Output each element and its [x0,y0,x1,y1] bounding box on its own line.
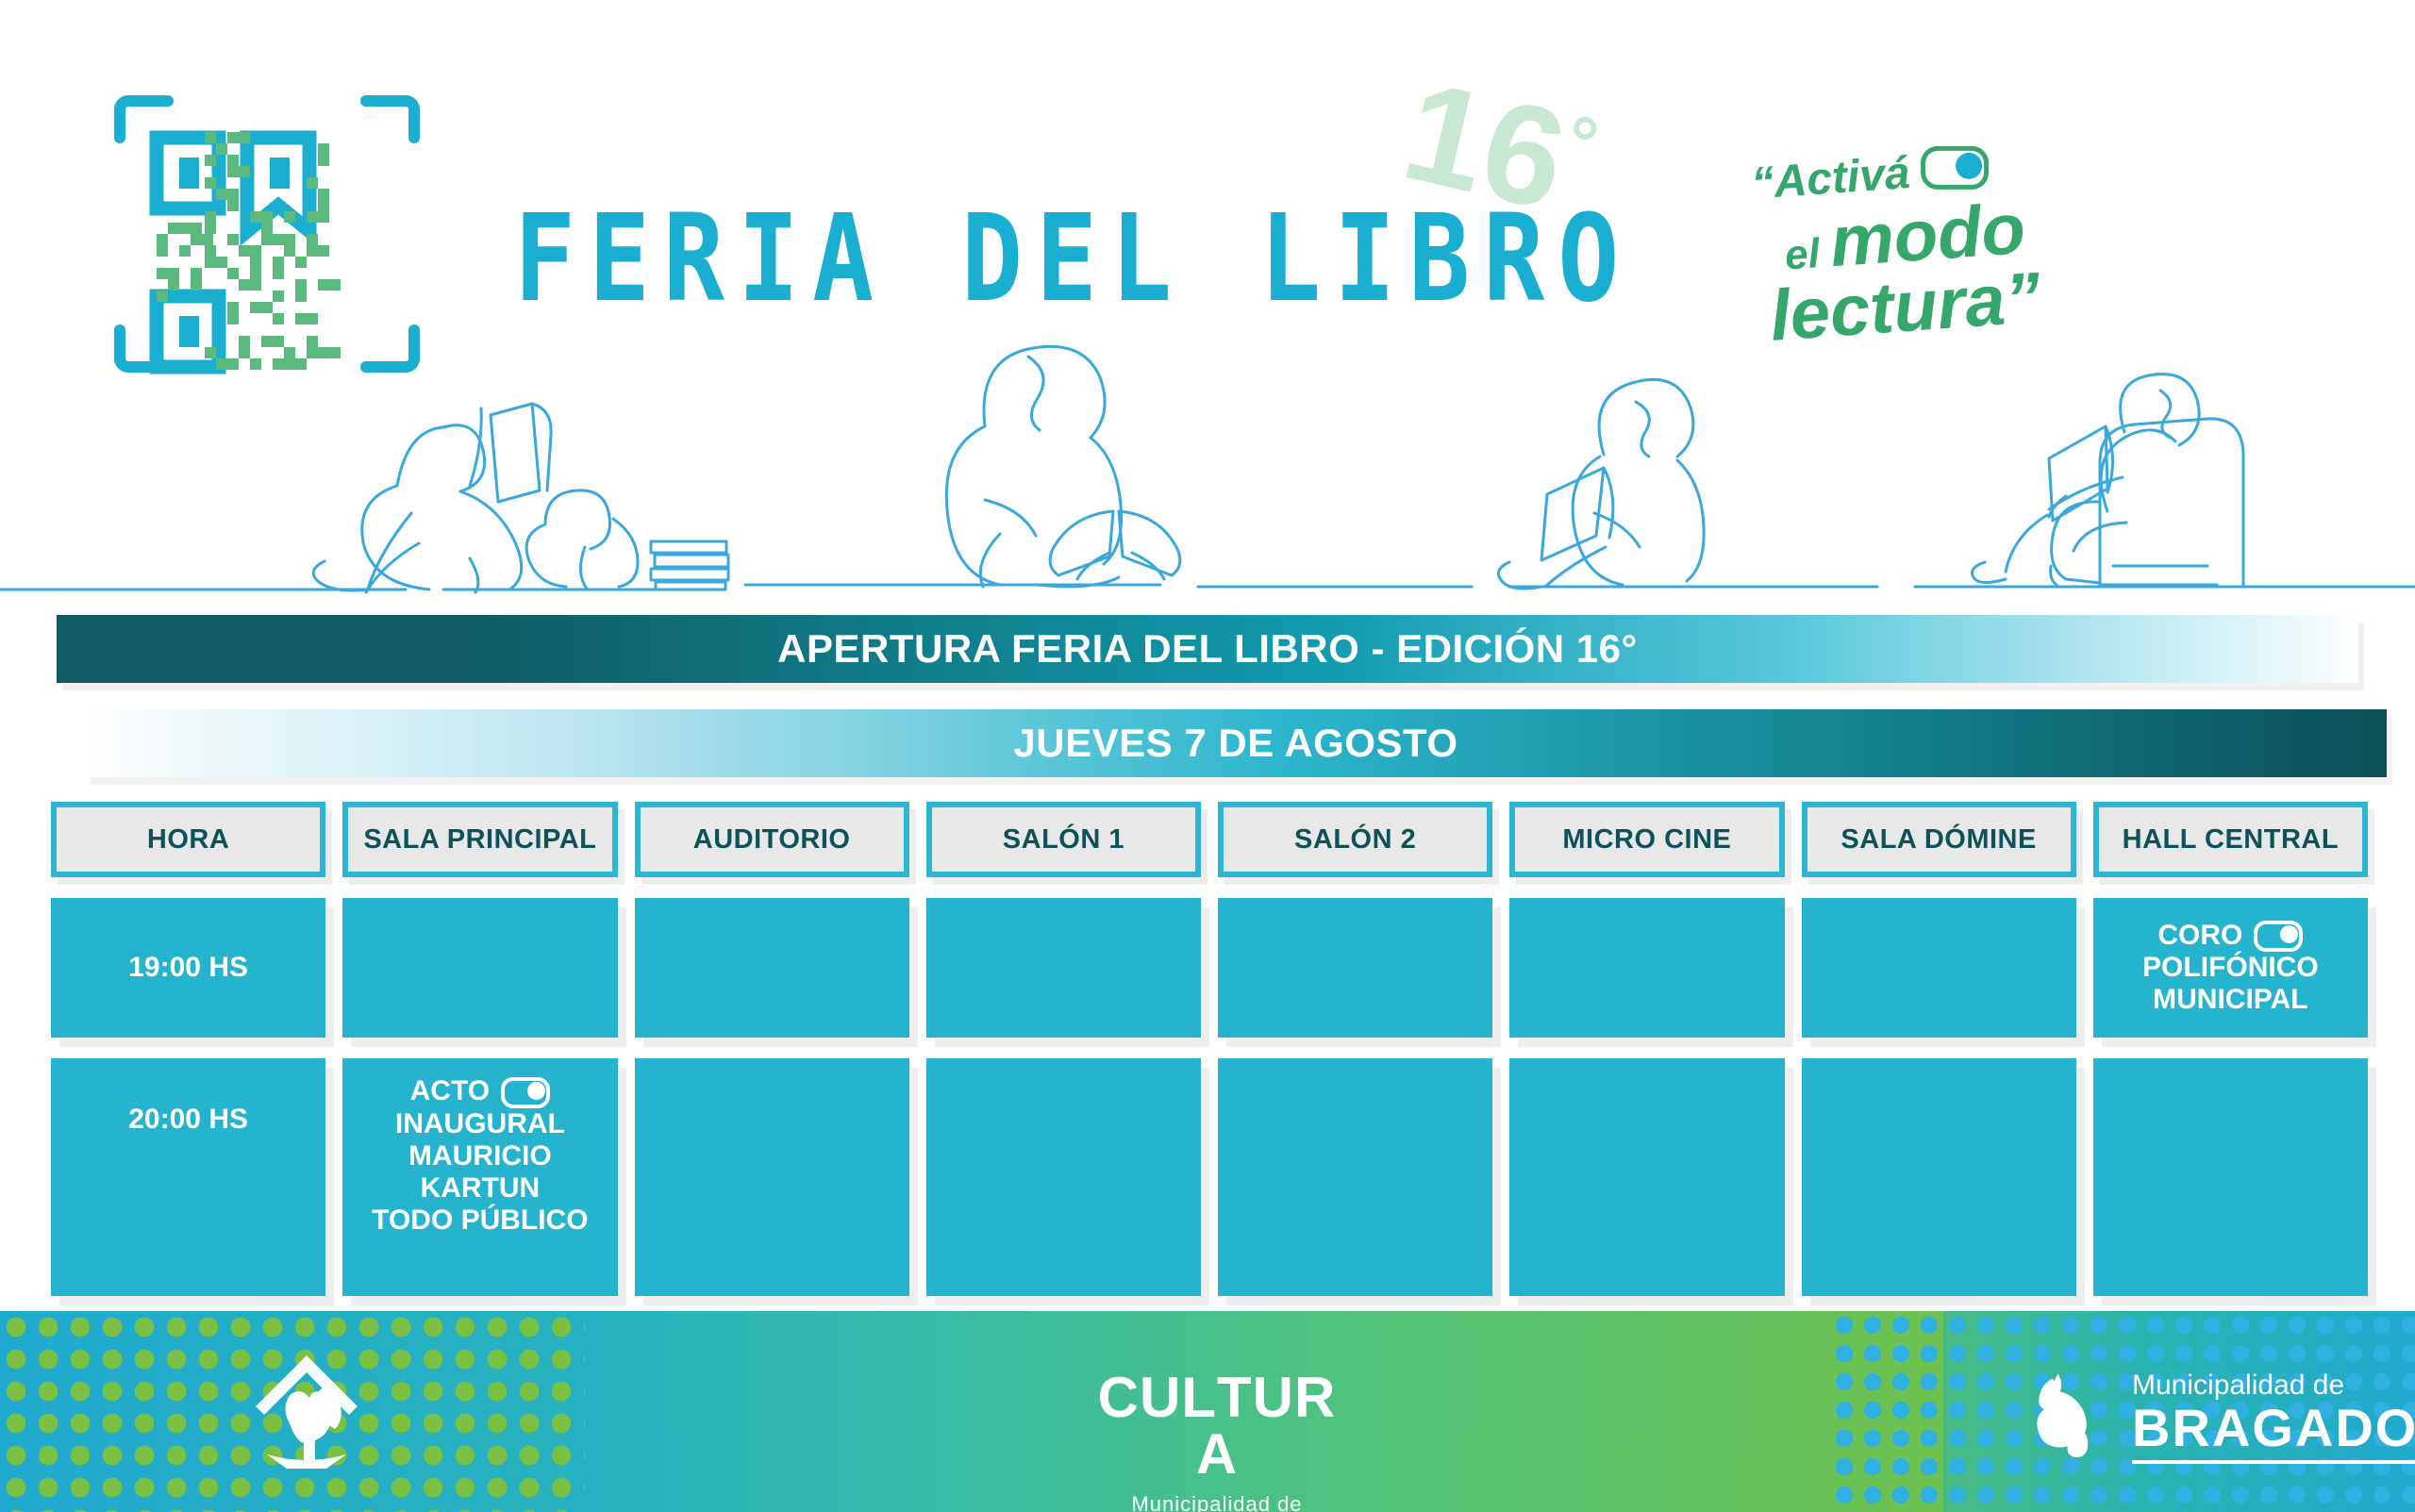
bragado-text-block: Municipalidad de BRAGADO [2132,1370,2415,1464]
schedule-title-banner: APERTURA FERIA DEL LIBRO - EDICIÓN 16° [57,615,2358,683]
line-art-readers-illustration [0,311,2415,604]
edition-number: 16° [1391,50,1607,240]
toggle-switch-icon[interactable] [2254,921,2304,953]
event-line-1: ACTO [372,1075,588,1108]
slot-2000-hall-central[interactable] [2092,1058,2368,1296]
slot-1900-micro-cine[interactable] [1509,898,1785,1038]
horse-head-icon [2037,1373,2089,1457]
cultura-subtitle: Municipalidad de BRAGADO [1131,1492,1303,1512]
event-line-2: POLIFÓNICO [2142,952,2319,984]
slot-1900-auditorio[interactable] [634,898,909,1038]
bragado-logo: Municipalidad de BRAGADO [2028,1366,2415,1470]
column-header-salon-1: SALÓN 1 [925,802,1201,877]
slot-1900-sala-domine[interactable] [1801,898,2076,1038]
column-header-micro-cine: MICRO CINE [1509,802,1785,877]
slot-2000-sala-domine[interactable] [1801,1058,2076,1296]
cultura-logo: CULTURA Municipalidad de BRAGADO [1085,1370,1349,1512]
column-header-salon-2: SALÓN 2 [1218,802,1493,877]
horse-emblem-icon [236,1344,377,1486]
slot-1900-salon-1[interactable] [925,898,1201,1038]
slot-2000-sala-principal[interactable]: ACTO INAUGURAL MAURICIO KARTUN TODO PÚBL… [342,1058,618,1296]
slot-2000-salon-1[interactable] [925,1058,1201,1296]
bragado-line-1: Municipalidad de [2132,1370,2345,1401]
slot-1900-hall-central[interactable]: CORO POLIFÓNICO MUNICIPAL [2092,898,2368,1038]
event-line-5: TODO PÚBLICO [372,1205,589,1237]
slot-2000-salon-2[interactable] [1218,1058,1493,1296]
bragado-underline [2132,1460,2415,1464]
footer-gradient-band [566,1311,1943,1512]
event-line-4: KARTUN [420,1171,541,1204]
column-header-sala-domine: SALA DÓMINE [1801,802,2076,877]
footer-bar: CULTURA Municipalidad de BRAGADO Municip… [0,1311,2415,1512]
column-header-hora: HORA [51,802,326,877]
qr-code-icon[interactable] [111,92,423,375]
hero-header: FERIA DEL LIBRO 16° “Activá el modo lect… [0,0,2415,604]
event-line-3: MAURICIO [408,1139,552,1171]
slot-2000-micro-cine[interactable] [1509,1058,1785,1296]
toggle-switch-icon[interactable] [501,1076,551,1108]
page-title: FERIA DEL LIBRO [514,190,1633,329]
schedule-day-banner: JUEVES 7 DE AGOSTO [85,709,2387,777]
event-line-2: INAUGURAL [394,1107,565,1139]
time-cell-2000: 20:00 HS [51,1058,326,1296]
slot-1900-sala-principal[interactable] [342,898,618,1038]
schedule-section: APERTURA FERIA DEL LIBRO - EDICIÓN 16° J… [0,604,2415,1311]
toggle-switch-icon[interactable] [1921,145,1990,190]
time-cell-1900: 19:00 HS [51,898,326,1038]
schedule-grid: HORA SALA PRINCIPAL AUDITORIO SALÓN 1 SA… [51,802,2368,1296]
column-header-auditorio: AUDITORIO [634,802,909,877]
slot-2000-auditorio[interactable] [634,1058,909,1296]
halftone-dots-right [1830,1311,2415,1512]
column-header-sala-principal: SALA PRINCIPAL [342,802,618,877]
event-line-1: CORO [2142,920,2319,953]
slot-1900-salon-2[interactable] [1218,898,1493,1038]
event-line-3: MUNICIPAL [2153,984,2308,1016]
bragado-line-2: BRAGADO [2132,1398,2415,1457]
column-header-hall-central: HALL CENTRAL [2092,802,2368,877]
cultura-wordmark: CULTURA [1097,1366,1337,1486]
